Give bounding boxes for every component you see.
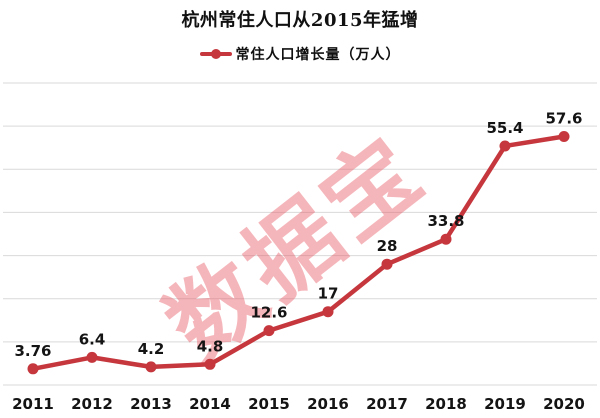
- x-axis-tick-label: 2013: [130, 395, 172, 413]
- x-axis-tick-label: 2016: [307, 395, 349, 413]
- data-point-label: 4.8: [197, 337, 224, 355]
- data-point-marker: [204, 358, 216, 370]
- data-point-label: 3.76: [14, 342, 51, 360]
- x-axis-tick-label: 2012: [71, 395, 113, 413]
- x-axis-tick-label: 2014: [189, 395, 231, 413]
- data-point-label: 28: [377, 237, 398, 255]
- data-point-marker: [86, 351, 98, 363]
- legend-line-marker-icon: [199, 49, 232, 59]
- data-point-label: 55.4: [486, 119, 523, 137]
- x-axis-tick-label: 2011: [12, 395, 54, 413]
- data-point-label: 4.2: [138, 340, 165, 358]
- data-point-marker: [558, 131, 570, 142]
- x-axis-tick-label: 2018: [425, 395, 467, 413]
- chart-title: 杭州常住人口从2015年猛增: [181, 10, 419, 31]
- data-point-marker: [145, 361, 157, 373]
- data-point-marker: [322, 306, 334, 318]
- data-point-marker: [263, 325, 275, 337]
- data-point-marker: [27, 363, 39, 375]
- data-point-label: 12.6: [250, 304, 287, 322]
- data-point-marker: [440, 233, 452, 245]
- data-point-label: 6.4: [79, 330, 106, 348]
- x-axis-tick-label: 2015: [248, 395, 290, 413]
- legend-label: 常住人口增长量（万人）: [235, 47, 401, 63]
- legend: 常住人口增长量（万人）: [0, 44, 600, 64]
- data-point-marker: [381, 258, 393, 270]
- x-axis-tick-label: 2019: [484, 395, 526, 413]
- x-axis-tick-label: 2017: [366, 395, 408, 413]
- x-axis-tick-label: 2020: [543, 395, 585, 413]
- watermark-text: 数据宝: [147, 115, 445, 380]
- data-point-label: 57.6: [545, 110, 582, 128]
- data-point-label: 33.8: [427, 212, 464, 230]
- data-point-marker: [499, 140, 511, 152]
- legend-dot-icon: [210, 49, 221, 59]
- data-point-label: 17: [318, 285, 339, 303]
- series-line: [30, 134, 567, 372]
